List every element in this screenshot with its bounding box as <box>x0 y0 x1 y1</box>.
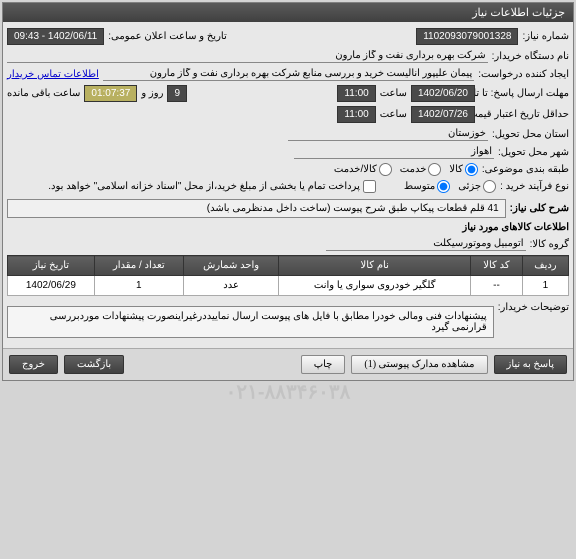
radio-medium[interactable]: متوسط <box>404 180 450 193</box>
buyer-notes-label: توضیحات خریدار: <box>498 302 569 313</box>
process-label: نوع فرآیند خرید : <box>500 181 569 192</box>
time-label-2: ساعت <box>380 109 407 120</box>
announce-value: 1402/06/11 - 09:43 <box>7 28 104 45</box>
items-section-title: اطلاعات کالاهای مورد نیاز <box>7 222 569 233</box>
need-desc-label: شرح کلی نیاز: <box>510 203 569 214</box>
respond-button[interactable]: پاسخ به نیاز <box>494 355 568 374</box>
contact-link[interactable]: اطلاعات تماس خریدار <box>7 69 99 80</box>
category-label: طبقه بندی موضوعی: <box>482 164 569 175</box>
back-button[interactable]: بازگشت <box>64 355 124 374</box>
need-desc-box: 41 قلم قطعات پیکاپ طبق شرح پیوست (ساخت د… <box>7 199 506 218</box>
table-header: ردیف <box>522 256 568 276</box>
days-value: 9 <box>167 85 187 102</box>
price-valid-time: 11:00 <box>337 106 375 123</box>
table-header: واحد شمارش <box>183 256 279 276</box>
deadline-date: 1402/06/20 <box>411 85 475 102</box>
table-header: کد کالا <box>471 256 523 276</box>
days-label: روز و <box>141 88 163 99</box>
items-table: ردیفکد کالانام کالاواحد شمارشتعداد / مقد… <box>7 255 569 296</box>
need-no-value: 1102093079001328 <box>416 28 518 45</box>
panel-title: جزئیات اطلاعات نیاز <box>3 3 573 22</box>
radio-goods-service[interactable]: کالا/خدمت <box>334 163 392 176</box>
requester-field <box>103 67 474 81</box>
need-no-label: شماره نیاز: <box>522 31 569 42</box>
attachments-button[interactable]: مشاهده مدارک پیوستی (1) <box>351 355 487 374</box>
province-label: استان محل تحویل: <box>492 129 569 140</box>
price-valid-label: حداقل تاریخ اعتبار قیمت: تا تاریخ: <box>479 109 569 120</box>
exit-button[interactable]: خروج <box>9 355 58 374</box>
table-header: نام کالا <box>279 256 471 276</box>
buyer-notes-box: پیشنهادات فنی ومالی خودرا مطابق با فایل … <box>7 306 494 338</box>
table-header: تاریخ نیاز <box>8 256 95 276</box>
buyer-field <box>7 49 488 63</box>
group-field <box>326 237 526 251</box>
deadline-label: مهلت ارسال پاسخ: تا تاریخ: <box>479 88 569 99</box>
table-row[interactable]: 1--گلگیر خودروی سواری یا وانتعدد11402/06… <box>8 276 569 296</box>
city-field <box>294 145 494 159</box>
radio-small[interactable]: جزئی <box>458 180 496 193</box>
payment-checkbox[interactable]: پرداخت تمام یا بخشی از مبلغ خرید،از محل … <box>48 180 376 193</box>
radio-service[interactable]: خدمت <box>400 163 442 176</box>
remain-time: 01:07:37 <box>84 85 137 102</box>
radio-goods[interactable]: کالا <box>449 163 478 176</box>
time-label-1: ساعت <box>380 88 407 99</box>
price-valid-date: 1402/07/26 <box>411 106 475 123</box>
print-button[interactable]: چاپ <box>301 355 346 374</box>
city-label: شهر محل تحویل: <box>498 147 569 158</box>
buyer-label: نام دستگاه خریدار: <box>492 51 569 62</box>
province-field <box>288 127 488 141</box>
group-label: گروه کالا: <box>530 239 569 250</box>
requester-label: ایجاد کننده درخواست: <box>478 69 569 80</box>
deadline-time: 11:00 <box>337 85 375 102</box>
table-header: تعداد / مقدار <box>94 256 183 276</box>
announce-label: تاریخ و ساعت اعلان عمومی: <box>108 31 227 42</box>
remain-label: ساعت باقی مانده <box>7 88 80 99</box>
